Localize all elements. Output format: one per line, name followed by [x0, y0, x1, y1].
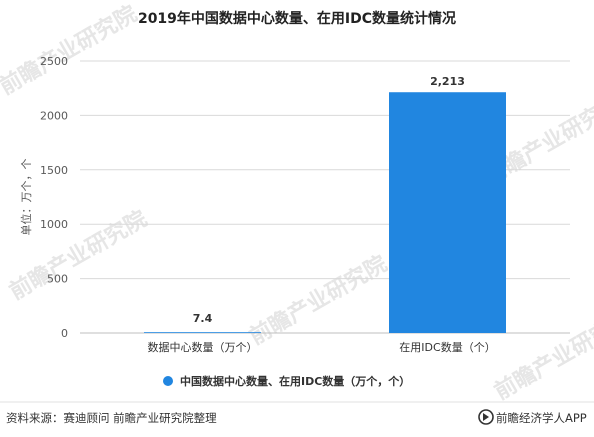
legend-label: 中国数据中心数量、在用IDC数量（万个，个）: [180, 374, 410, 388]
bars: [144, 92, 506, 333]
data-label: 7.4: [193, 312, 213, 325]
y-axis-label: 单位：万个，个: [19, 159, 33, 236]
data-label: 2,213: [430, 75, 465, 88]
y-tick-label: 500: [47, 273, 68, 286]
legend-marker: [163, 376, 173, 386]
y-tick-label: 2000: [40, 109, 68, 122]
category-label: 数据中心数量（万个）: [148, 340, 258, 354]
y-tick-label: 0: [61, 327, 68, 340]
chart-title: 2019年中国数据中心数量、在用IDC数量统计情况: [138, 10, 456, 27]
bar: [389, 92, 506, 333]
watermark: 前瞻产业研究院: [0, 1, 141, 101]
y-tick-label: 1500: [40, 164, 68, 177]
category-label: 在用IDC数量（个）: [399, 341, 495, 354]
watermark: 前瞻产业研究院: [245, 251, 391, 351]
brand: 前瞻经济学人APP: [478, 409, 587, 425]
data-labels: 7.4 2,213: [193, 75, 465, 325]
x-axis-ticks: 数据中心数量（万个） 在用IDC数量（个）: [148, 340, 496, 354]
qianzhan-logo-icon: [478, 409, 494, 425]
y-tick-label: 2500: [40, 55, 68, 68]
brand-name: 前瞻经济学人APP: [496, 411, 587, 425]
bar: [144, 332, 261, 333]
source-note: 资料来源：赛迪顾问 前瞻产业研究院整理: [6, 411, 217, 425]
legend: 中国数据中心数量、在用IDC数量（万个，个）: [163, 374, 410, 388]
y-axis-ticks: 0 500 1000 1500 2000 2500: [40, 55, 68, 340]
y-tick-label: 1000: [40, 218, 68, 231]
